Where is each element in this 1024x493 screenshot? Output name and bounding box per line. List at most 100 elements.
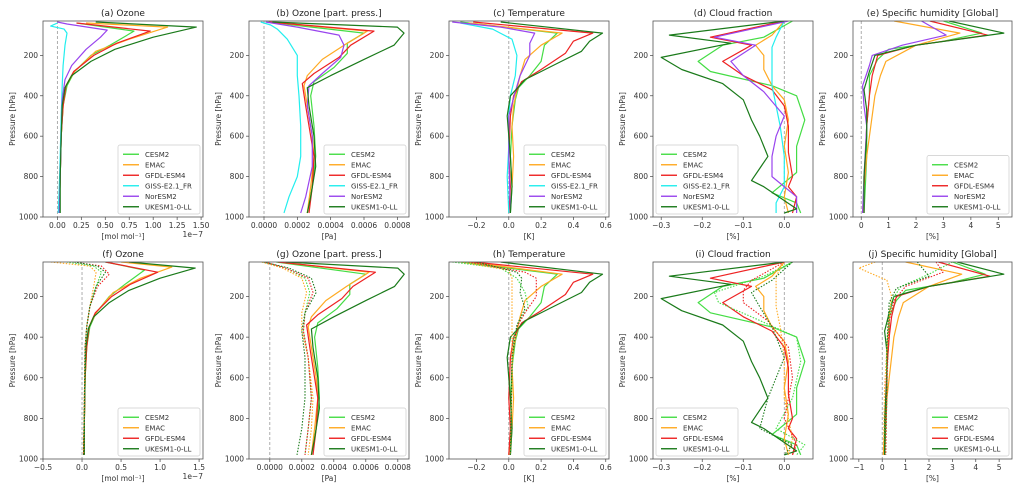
- axes-frame: [248, 20, 410, 218]
- panel-title: (j) Specific humidity [Global]: [868, 250, 997, 260]
- axes-frame: [448, 20, 610, 218]
- legend-label: EMAC: [683, 424, 703, 432]
- x-axis-label: [Pa]: [322, 474, 337, 483]
- axes-frame: [852, 261, 1013, 460]
- panel-title: (a) Ozone: [101, 9, 145, 19]
- y-tick-label: 800: [24, 414, 39, 423]
- series-line-cesm2-dotted-: [452, 262, 529, 455]
- x-tick-label: 5: [997, 463, 1002, 472]
- series-group: [861, 21, 1005, 214]
- series-line-giss-e2-1-fr: [260, 21, 302, 214]
- x-tick-label: 2: [914, 221, 919, 230]
- legend-label: NorESM2: [551, 193, 583, 201]
- x-axis-label: [mol mol⁻¹]: [101, 474, 144, 483]
- panel-title: (g) Ozone [part. press.]: [276, 250, 381, 260]
- x-tick-label: 0.0: [778, 463, 790, 472]
- legend-box: [523, 407, 607, 457]
- series-line-gfdl-esm4-dotted-: [742, 262, 798, 456]
- y-tick-label: 200: [24, 292, 39, 301]
- y-tick-label: 600: [634, 132, 649, 141]
- series-group: [50, 21, 197, 214]
- legend-label: GFDL-ESM4: [551, 172, 592, 180]
- x-tick-label: 1: [886, 221, 891, 230]
- panel-title: (i) Cloud fraction: [695, 250, 771, 260]
- legend-label: GFDL-ESM4: [683, 172, 724, 180]
- x-tick-label: −0.1: [734, 463, 752, 472]
- axes-frame: [448, 261, 610, 460]
- series-group: [50, 262, 196, 455]
- axes-frame: [652, 261, 814, 460]
- y-tick-label: 200: [834, 51, 849, 60]
- x-tick-label: 1.50: [193, 221, 210, 230]
- legend-label: GFDL-ESM4: [351, 435, 392, 443]
- legend: CESM2 EMAC GFDL-ESM4 UKESM1-0-LL: [323, 407, 407, 457]
- x-axis-label: [K]: [524, 474, 535, 483]
- legend-label: CESM2: [551, 151, 575, 159]
- series-line-ukesm1-0-ll-dotted-: [263, 262, 317, 455]
- y-axis-label: Pressure [hPa]: [818, 334, 827, 388]
- y-tick-label: 200: [24, 51, 39, 60]
- legend-label: EMAC: [145, 161, 165, 169]
- series-group: [452, 21, 604, 214]
- y-tick-label: 200: [430, 292, 445, 301]
- y-axis-label: Pressure [hPa]: [8, 334, 17, 388]
- legend: CESM2 EMAC GFDL-ESM4 UKESM1-0-LL: [523, 407, 607, 457]
- series-line-ukesm1-0-ll-dotted-: [476, 262, 526, 455]
- x-tick-label: 1.5: [193, 463, 205, 472]
- legend-label: UKESM1-0-LL: [351, 445, 397, 453]
- series-group: [660, 21, 806, 214]
- legend-label: GISS-E2.1_FR: [351, 182, 398, 190]
- y-tick-label: 1000: [629, 455, 648, 464]
- x-tick-label: 3: [950, 463, 955, 472]
- x-axis-label: [Pa]: [322, 232, 337, 241]
- x-tick-label: 0.0008: [384, 221, 410, 230]
- panel-title: (b) Ozone [part. press.]: [276, 9, 381, 19]
- y-tick-label: 1000: [829, 455, 848, 464]
- x-tick-label: 1.00: [145, 221, 162, 230]
- series-line-ukesm1-0-ll: [660, 262, 798, 456]
- panel-j: (j) Specific humidity [Global] −1 0 1 2 3 4 5 20…: [818, 250, 1013, 483]
- legend-label: UKESM1-0-LL: [145, 203, 191, 211]
- series-line-emac-dotted-: [858, 262, 893, 455]
- x-tick-label: 1: [903, 463, 908, 472]
- x-tick-label: −0.2: [693, 221, 711, 230]
- series-line-noresm2: [452, 21, 536, 214]
- x-tick-label: 0.2: [535, 463, 547, 472]
- panel-e: (e) Specific humidity [Global] 0 1 2 3 4 5 200 4…: [818, 9, 1013, 241]
- legend-label: GISS-E2.1_FR: [145, 182, 192, 190]
- series-line-gfdl-esm4: [277, 262, 376, 455]
- series-group: [260, 21, 405, 214]
- legend-label: GFDL-ESM4: [954, 435, 995, 443]
- series-line-giss-e2-1-fr: [460, 22, 518, 214]
- legend-label: UKESM1-0-LL: [954, 445, 1000, 453]
- legend-label: CESM2: [683, 414, 707, 422]
- legend-label: UKESM1-0-LL: [683, 445, 729, 453]
- x-tick-label: 4: [968, 221, 973, 230]
- panel-i: (i) Cloud fraction −0.3 −0.2 −0.1 0.0 200 400 6…: [618, 250, 814, 483]
- x-tick-label: 0.0004: [318, 221, 344, 230]
- x-tick-label: −0.2: [467, 221, 485, 230]
- legend-label: EMAC: [351, 424, 371, 432]
- x-tick-label: 0.0006: [351, 221, 377, 230]
- x-tick-label: 5: [996, 221, 1001, 230]
- y-tick-label: 200: [430, 51, 445, 60]
- y-tick-label: 800: [634, 414, 649, 423]
- legend: CESM2 EMAC GFDL-ESM4 UKESM1-0-LL: [655, 407, 739, 457]
- legend-label: CESM2: [551, 414, 575, 422]
- legend-label: EMAC: [954, 424, 974, 432]
- x-tick-label: 0: [859, 221, 864, 230]
- series-line-gfdl-esm4: [268, 21, 375, 214]
- y-tick-label: 400: [834, 91, 849, 100]
- y-tick-label: 1000: [225, 455, 244, 464]
- legend-label: GISS-E2.1_FR: [551, 182, 598, 190]
- x-axis-label: [%]: [926, 474, 939, 483]
- y-tick-label: 800: [230, 414, 245, 423]
- panel-c: (c) Temperature −0.2 0.0 0.2 0.4 0.6 200 400 600…: [414, 9, 612, 241]
- legend-label: CESM2: [145, 151, 169, 159]
- x-tick-label: 0.0: [76, 463, 88, 472]
- panel-g: (g) Ozone [part. press.] 0.0000 0.0002 0.00…: [214, 250, 411, 483]
- x-tick-label: 1.25: [169, 221, 186, 230]
- series-line-ukesm1-0-ll-dotted-: [74, 262, 106, 455]
- y-tick-label: 800: [24, 172, 39, 181]
